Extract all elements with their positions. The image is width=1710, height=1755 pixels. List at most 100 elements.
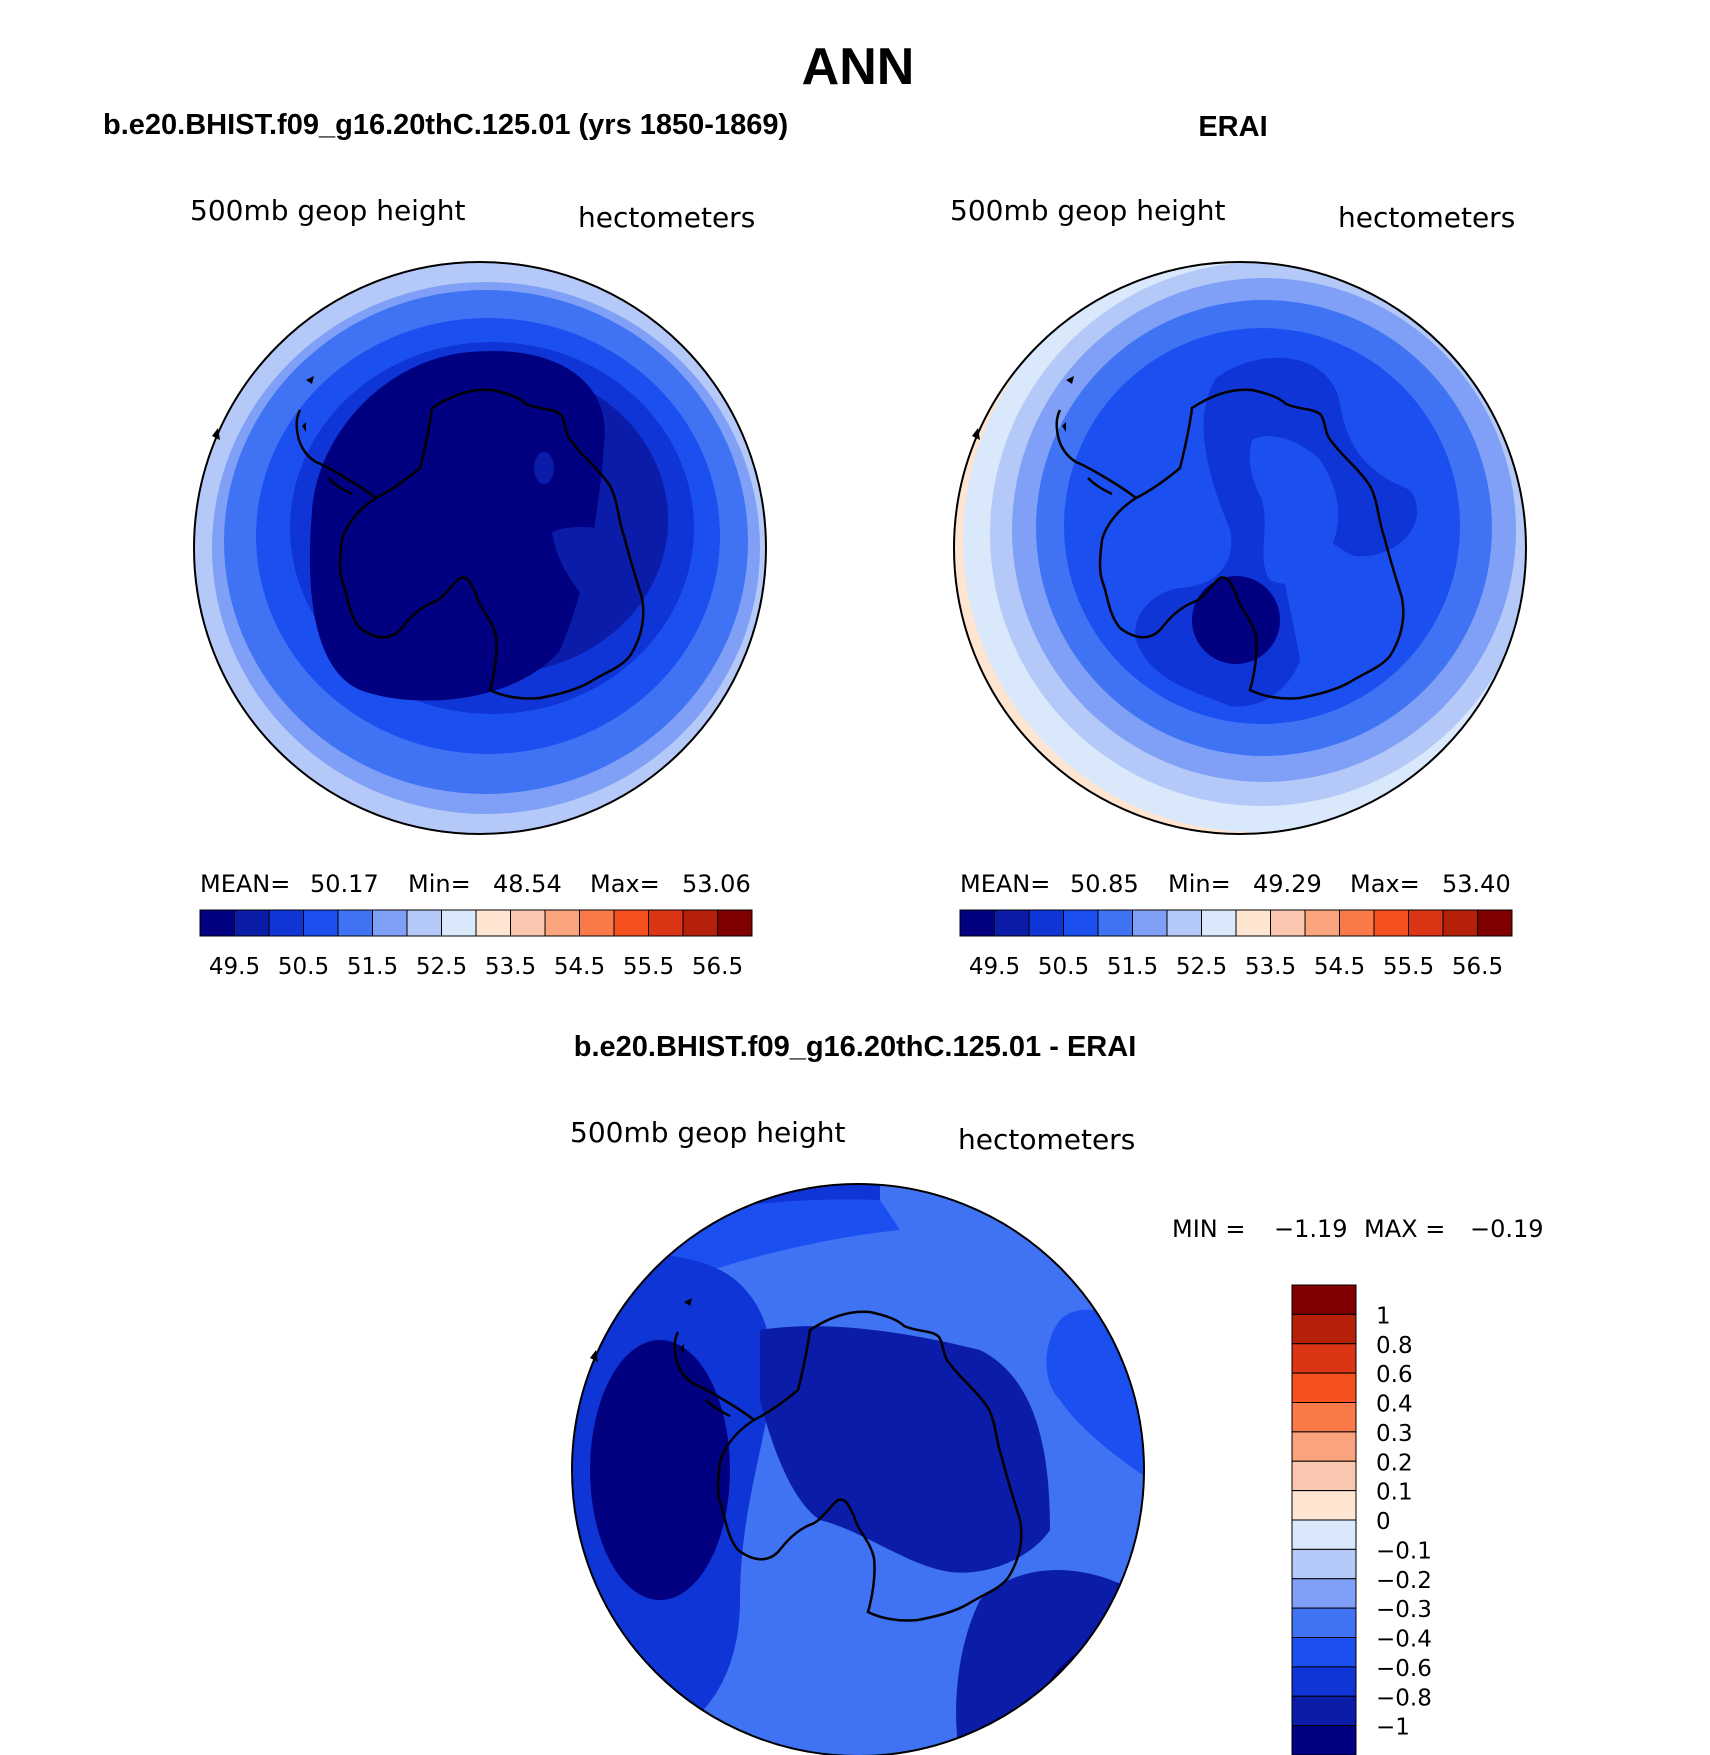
peninsula-b xyxy=(1055,409,1137,499)
panel-difference-min-value: −1.19 xyxy=(1274,1215,1348,1243)
colorbar-a-swatch xyxy=(406,909,442,937)
colorbar-c-tick-label: −0.3 xyxy=(1376,1597,1432,1623)
panel-obs-max-value: 53.40 xyxy=(1442,870,1511,898)
colorbar-c-swatch xyxy=(1291,1607,1357,1638)
colorbar-b-swatch xyxy=(1304,909,1340,937)
colorbar-c-swatch xyxy=(1291,1637,1357,1668)
panel-model: b.e20.BHIST.f09_g16.20thC.125.01 (yrs 18… xyxy=(103,109,788,980)
colorbar-b-tick-label: 50.5 xyxy=(1038,954,1089,980)
colorbar-b-swatch xyxy=(994,909,1030,937)
colorbar-c-swatch xyxy=(1291,1343,1357,1374)
colorbar-c-swatch xyxy=(1291,1402,1357,1433)
colorbar-c-swatch xyxy=(1291,1431,1357,1462)
colorbar-c-swatch xyxy=(1291,1372,1357,1403)
panel-difference-max-label: MAX = xyxy=(1364,1215,1445,1243)
colorbar-b-tick-label: 52.5 xyxy=(1176,954,1227,980)
colorbar-a-swatch xyxy=(544,909,580,937)
colorbar-a-tick-label: 54.5 xyxy=(554,954,605,980)
colorbar-c-tick-label: −1 xyxy=(1376,1715,1410,1741)
colorbar-c-tick-label: −0.2 xyxy=(1376,1568,1432,1594)
panel-difference-variable-label: 500mb geop height xyxy=(570,1116,845,1149)
colorbar-c-swatch xyxy=(1291,1519,1357,1550)
islands-c-3 xyxy=(590,1350,598,1362)
islands-a-3 xyxy=(212,428,220,440)
panel-difference-units-label: hectometers xyxy=(958,1123,1135,1156)
panel-difference-map xyxy=(572,1184,1144,1755)
colorbar-b-swatch xyxy=(1201,909,1237,937)
islands-a-1 xyxy=(327,477,353,496)
colorbar-b-swatch xyxy=(1097,909,1133,937)
colorbar-b-tick-label: 53.5 xyxy=(1245,954,1296,980)
colorbar-c-tick-label: −0.8 xyxy=(1376,1685,1432,1711)
colorbar-a-swatch xyxy=(337,909,373,937)
colorbar-b-tick-label: 51.5 xyxy=(1107,954,1158,980)
colorbar-c-swatch xyxy=(1291,1548,1357,1580)
colorbar-b-swatch xyxy=(959,909,995,937)
colorbar-a-swatch xyxy=(303,909,339,937)
panel-difference-colorbar: 1 0.8 0.6 0.4 0.3 0.2 0.1 0 −0.1 −0.2 −0.3 −0.4 −0.6… xyxy=(1291,1284,1432,1755)
colorbar-c-tick-label: 0.3 xyxy=(1376,1421,1413,1447)
panel-difference-title: b.e20.BHIST.f09_g16.20thC.125.01 - ERAI xyxy=(574,1031,1137,1063)
colorbar-b-swatch xyxy=(1235,909,1271,937)
colorbar-b-swatch xyxy=(1477,909,1513,937)
panel-model-max-value: 53.06 xyxy=(682,870,751,898)
colorbar-c-tick-label: 0.1 xyxy=(1376,1480,1413,1506)
colorbar-a-swatch xyxy=(510,909,546,937)
colorbar-c-tick-label: −0.1 xyxy=(1376,1538,1432,1564)
colorbar-b-swatch xyxy=(1166,909,1202,937)
colorbar-b-tick-label: 56.5 xyxy=(1452,954,1503,980)
panel-obs: ERAI 500mb geop height hectometers MEAN=… xyxy=(950,111,1527,980)
colorbar-a-swatch xyxy=(199,909,235,937)
colorbar-a-swatch xyxy=(268,909,304,937)
colorbar-b-swatch xyxy=(1442,909,1478,937)
colorbar-b-tick-label: 49.5 xyxy=(969,954,1020,980)
colorbar-c-tick-label: 0 xyxy=(1376,1509,1391,1535)
panel-obs-min-value: 49.29 xyxy=(1253,870,1322,898)
colorbar-c-swatch xyxy=(1291,1725,1357,1755)
figure-title: ANN xyxy=(802,38,915,96)
panel-difference-min-label: MIN = xyxy=(1172,1215,1245,1243)
islands-c-4 xyxy=(680,1344,684,1354)
colorbar-c-tick-label: 1 xyxy=(1376,1303,1391,1329)
colorbar-c-swatch xyxy=(1291,1666,1357,1697)
colorbar-a-swatch xyxy=(372,909,408,937)
panel-difference-map-border xyxy=(571,1183,1145,1755)
colorbar-b-swatch xyxy=(1339,909,1375,937)
panel-model-title: b.e20.BHIST.f09_g16.20thC.125.01 (yrs 18… xyxy=(103,109,788,141)
colorbar-c-swatch xyxy=(1291,1490,1357,1521)
map-fill-b-7 xyxy=(1192,576,1280,664)
map-fill-a-9 xyxy=(534,452,554,484)
peninsula-c xyxy=(673,1331,755,1421)
colorbar-c-swatch xyxy=(1291,1695,1357,1727)
colorbar-a-tick-label: 55.5 xyxy=(623,954,674,980)
panel-obs-map xyxy=(954,262,1526,834)
colorbar-c-tick-label: −0.6 xyxy=(1376,1656,1432,1682)
map-fill-a-8 xyxy=(552,527,654,604)
panel-model-variable-label: 500mb geop height xyxy=(190,194,465,227)
colorbar-a-tick-label: 51.5 xyxy=(347,954,398,980)
colorbar-a-swatch xyxy=(475,909,511,937)
colorbar-c-swatch xyxy=(1291,1313,1357,1345)
colorbar-c-tick-label: 0.2 xyxy=(1376,1450,1413,1476)
panel-model-map-border xyxy=(193,261,767,835)
colorbar-c-swatch xyxy=(1291,1460,1357,1492)
panel-model-units-label: hectometers xyxy=(578,201,755,234)
islands-c-1 xyxy=(705,1399,731,1418)
panel-obs-map-border xyxy=(953,261,1527,835)
colorbar-b-swatch xyxy=(1028,909,1064,937)
islands-c-2 xyxy=(684,1298,692,1306)
coastline-a xyxy=(338,388,645,700)
colorbar-c-swatch xyxy=(1291,1284,1357,1315)
panel-obs-title: ERAI xyxy=(1198,111,1267,143)
peninsula-a xyxy=(295,409,377,499)
colorbar-b-swatch xyxy=(1373,909,1409,937)
panel-obs-min-label: Min= xyxy=(1168,870,1231,898)
colorbar-a-swatch xyxy=(441,909,477,937)
colorbar-a-tick-label: 52.5 xyxy=(416,954,467,980)
colorbar-a-swatch xyxy=(648,909,684,937)
panel-obs-mean-label: MEAN= xyxy=(960,870,1050,898)
colorbar-b-swatch xyxy=(1408,909,1444,937)
panel-obs-variable-label: 500mb geop height xyxy=(950,194,1225,227)
colorbar-a-tick-label: 53.5 xyxy=(485,954,536,980)
colorbar-a-swatch xyxy=(234,909,270,937)
